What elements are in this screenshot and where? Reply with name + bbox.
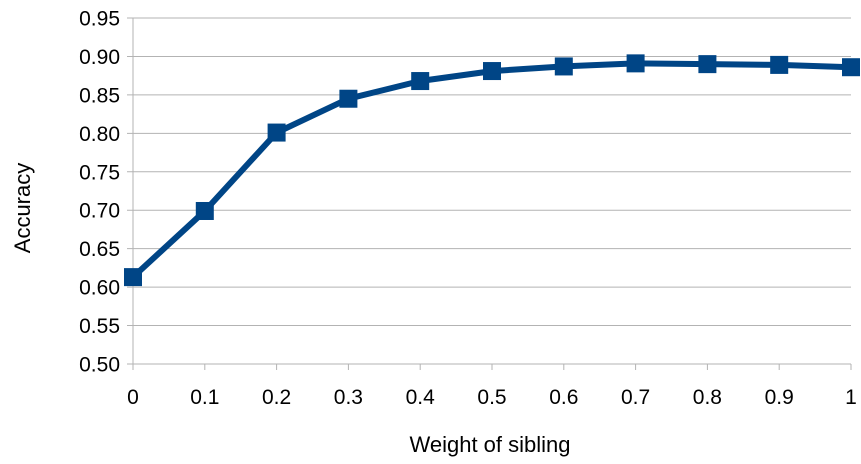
x-tick-label: 0 xyxy=(127,386,139,409)
data-point-marker xyxy=(195,201,214,220)
series-line xyxy=(130,60,854,281)
axes xyxy=(132,18,852,370)
y-tick-label: 0.55 xyxy=(79,315,120,338)
x-axis-title: Weight of sibling xyxy=(409,432,570,457)
y-tick-label: 0.50 xyxy=(79,354,120,377)
data-point-marker xyxy=(339,89,358,108)
x-tick-label: 0.3 xyxy=(334,386,363,409)
x-tick-label: 0.1 xyxy=(190,386,219,409)
data-point-marker xyxy=(626,54,645,73)
y-tick-label: 0.65 xyxy=(79,238,120,261)
x-tick-label: 0.8 xyxy=(693,386,722,409)
x-tick-label: 0.7 xyxy=(621,386,650,409)
y-tick-labels: 0.50 0.55 0.60 0.65 0.70 0.75 0.80 0.85 0.90 0.95 xyxy=(79,8,120,377)
y-tick-label: 0.85 xyxy=(79,84,120,107)
data-point-marker xyxy=(411,72,430,91)
y-tick-label: 0.60 xyxy=(79,277,120,300)
data-point-marker xyxy=(267,123,286,142)
x-tick-label: 0.9 xyxy=(765,386,794,409)
data-point-marker xyxy=(554,57,573,76)
x-tick-label: 0.2 xyxy=(262,386,291,409)
grid-lines xyxy=(127,17,851,365)
y-axis-title: Accuracy xyxy=(10,163,35,253)
data-point-marker xyxy=(842,58,860,77)
y-tick-label: 0.95 xyxy=(79,8,120,31)
data-point-marker xyxy=(698,55,717,74)
y-tick-label: 0.75 xyxy=(79,161,120,184)
data-point-marker xyxy=(124,268,142,287)
y-tick-label: 0.70 xyxy=(79,200,120,223)
x-tick-label: 0.5 xyxy=(477,386,506,409)
x-tick-label: 0.4 xyxy=(406,386,436,409)
x-tick-label: 0.6 xyxy=(549,386,578,409)
data-point-marker xyxy=(483,62,501,81)
y-tick-label: 0.90 xyxy=(79,46,120,69)
y-tick-label: 0.80 xyxy=(79,123,120,146)
x-tick-labels: 0 0.1 0.2 0.3 0.4 0.5 0.6 0.7 0.8 0.9 1 xyxy=(127,386,857,409)
x-tick-label: 1 xyxy=(845,386,857,409)
data-point-marker xyxy=(770,55,789,74)
series xyxy=(124,54,860,287)
